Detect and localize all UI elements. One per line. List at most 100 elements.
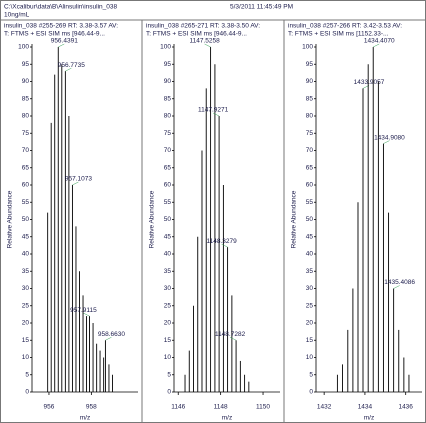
x-tick-label: 956 xyxy=(44,404,55,411)
y-tick-label: 70 xyxy=(22,147,30,154)
y-tick-label: 45 xyxy=(164,233,172,240)
y-tick-label: 5 xyxy=(167,371,171,378)
peak-label: 1147.9271 xyxy=(198,107,229,114)
y-tick-label: 80 xyxy=(164,113,172,120)
y-axis-label: Relative Abundance xyxy=(149,190,156,248)
y-tick-label: 40 xyxy=(164,251,172,258)
y-tick-label: 30 xyxy=(164,285,172,292)
y-tick-label: 10 xyxy=(306,354,314,361)
y-tick-label: 20 xyxy=(164,320,172,327)
y-axis-label: Relative Abundance xyxy=(291,190,298,248)
y-tick-label: 60 xyxy=(306,182,314,189)
leader-line xyxy=(58,43,65,48)
y-tick-label: 25 xyxy=(306,302,314,309)
x-tick-label: 1150 xyxy=(256,404,270,411)
peak-label: 1435.4086 xyxy=(384,279,415,286)
y-tick-label: 15 xyxy=(22,337,30,344)
y-tick-label: 80 xyxy=(306,113,314,120)
y-tick-label: 50 xyxy=(164,216,172,223)
x-tick-label: 958 xyxy=(86,404,97,411)
y-tick-label: 0 xyxy=(25,389,29,396)
y-tick-label: 45 xyxy=(306,233,314,240)
y-tick-label: 35 xyxy=(22,268,30,275)
y-tick-label: 10 xyxy=(22,354,30,361)
y-tick-label: 50 xyxy=(22,216,30,223)
y-tick-label: 60 xyxy=(22,182,30,189)
y-tick-label: 20 xyxy=(306,320,314,327)
panel-subtitle: T: FTMS + ESI SIM ms [946.44-9... xyxy=(146,31,247,38)
x-tick-label: 1436 xyxy=(398,404,413,411)
panel-title: insulin_038 #255-269 RT: 3.38-3.57 AV: xyxy=(4,23,118,30)
y-tick-label: 15 xyxy=(164,337,172,344)
peak-label: 956.7735 xyxy=(58,62,85,69)
panel-title: insulin_038 #265-271 RT: 3.38-3.50 AV: xyxy=(146,23,260,30)
y-tick-label: 75 xyxy=(22,130,30,137)
y-tick-label: 55 xyxy=(164,199,172,206)
y-tick-label: 5 xyxy=(309,371,313,378)
peak-label: 1147.5258 xyxy=(189,38,220,45)
y-tick-label: 95 xyxy=(22,61,30,68)
y-tick-label: 15 xyxy=(306,337,314,344)
leader-line xyxy=(221,243,228,248)
leader-line xyxy=(393,285,400,289)
peak-label: 957.9115 xyxy=(70,307,97,314)
y-tick-label: 0 xyxy=(167,389,171,396)
y-tick-label: 55 xyxy=(22,199,30,206)
peak-label: 1433.9057 xyxy=(354,79,385,86)
peak-label: 957.1073 xyxy=(65,176,92,183)
y-tick-label: 95 xyxy=(164,61,172,68)
peak-label: 1434.4070 xyxy=(364,38,395,45)
y-tick-label: 75 xyxy=(164,130,172,137)
peak-label: 1148.7282 xyxy=(215,331,246,338)
y-tick-label: 85 xyxy=(164,95,172,102)
leader-line xyxy=(72,181,79,186)
y-axis-label: Relative Abundance xyxy=(7,190,14,248)
y-tick-label: 20 xyxy=(22,320,30,327)
y-tick-label: 90 xyxy=(306,78,314,85)
leader-line xyxy=(105,337,112,341)
y-tick-label: 65 xyxy=(164,164,172,171)
y-tick-label: 95 xyxy=(306,61,314,68)
x-axis-label: m/z xyxy=(222,415,232,422)
y-tick-label: 35 xyxy=(306,268,314,275)
leader-line xyxy=(83,312,90,317)
y-tick-label: 75 xyxy=(306,130,314,137)
x-tick-label: 1434 xyxy=(358,404,373,411)
y-tick-label: 100 xyxy=(18,44,29,51)
y-tick-label: 65 xyxy=(22,164,30,171)
y-tick-label: 0 xyxy=(309,389,313,396)
y-tick-label: 70 xyxy=(306,147,314,154)
peak-label: 1148.3279 xyxy=(206,238,237,245)
y-tick-label: 85 xyxy=(22,95,30,102)
date: 5/3/2011 11:45:49 PM xyxy=(230,4,293,11)
y-tick-label: 90 xyxy=(22,78,30,85)
y-tick-label: 60 xyxy=(164,182,172,189)
x-tick-label: 1148 xyxy=(214,404,228,411)
y-tick-label: 45 xyxy=(22,233,30,240)
x-axis-label: m/z xyxy=(80,415,90,422)
peak-label: 958.6630 xyxy=(98,331,125,338)
leader-line xyxy=(383,140,390,144)
leader-line xyxy=(373,43,380,48)
peak-label: 956.4391 xyxy=(51,38,78,45)
y-tick-label: 85 xyxy=(306,95,314,102)
panel-title: insulin_038 #257-266 RT: 3.42-3.53 AV: xyxy=(288,23,402,30)
x-tick-label: 1432 xyxy=(317,404,332,411)
x-axis-label: m/z xyxy=(364,415,374,422)
y-tick-label: 30 xyxy=(22,285,30,292)
panel-subtitle: T: FTMS + ESI SIM ms [1152.33-... xyxy=(288,31,389,38)
leader-line xyxy=(229,337,237,341)
y-tick-label: 5 xyxy=(25,371,29,378)
y-tick-label: 40 xyxy=(306,251,314,258)
y-tick-label: 90 xyxy=(164,78,172,85)
y-tick-label: 30 xyxy=(306,285,314,292)
y-tick-label: 35 xyxy=(164,268,172,275)
y-tick-label: 25 xyxy=(164,302,172,309)
y-tick-label: 80 xyxy=(22,113,30,120)
y-tick-label: 55 xyxy=(306,199,314,206)
x-tick-label: 1146 xyxy=(171,404,185,411)
y-tick-label: 50 xyxy=(306,216,314,223)
y-tick-label: 40 xyxy=(22,251,30,258)
